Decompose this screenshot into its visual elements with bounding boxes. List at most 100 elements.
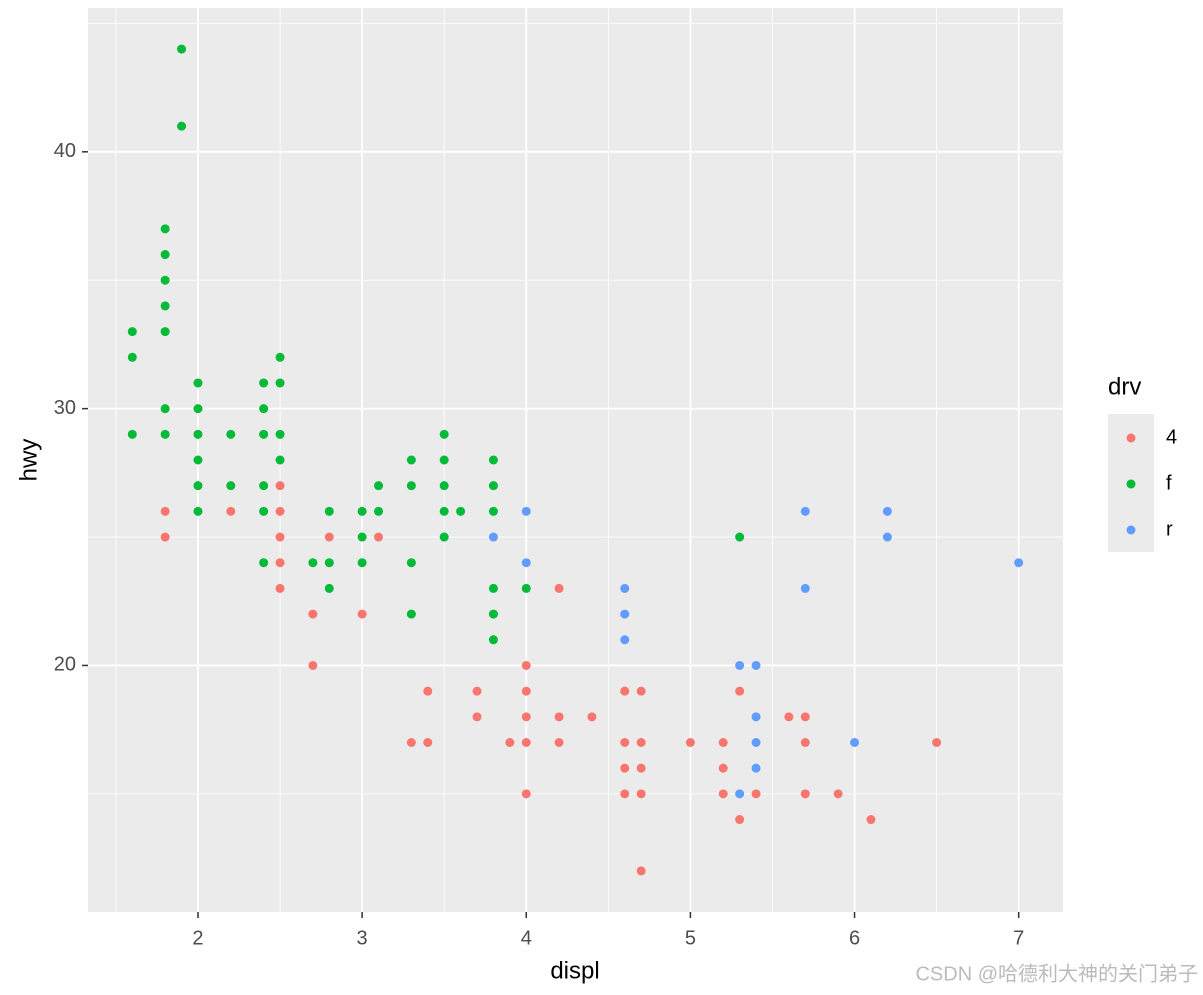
point xyxy=(735,815,745,825)
y-tick-label: 30 xyxy=(54,397,76,419)
point xyxy=(800,789,810,799)
point xyxy=(160,224,170,234)
y-tick-label: 20 xyxy=(54,654,76,676)
point xyxy=(882,506,892,516)
point xyxy=(521,738,531,747)
point xyxy=(587,712,597,722)
point xyxy=(259,558,269,568)
point xyxy=(324,558,334,568)
point xyxy=(275,532,285,542)
y-axis-title: hwy xyxy=(15,439,42,482)
point xyxy=(374,506,384,516)
point xyxy=(735,789,745,799)
point xyxy=(357,506,367,516)
point xyxy=(259,506,269,516)
point xyxy=(784,712,794,722)
point xyxy=(1014,558,1024,568)
point xyxy=(160,429,170,439)
point xyxy=(636,866,646,876)
point xyxy=(193,455,203,465)
point xyxy=(308,558,318,568)
point xyxy=(226,481,236,491)
point xyxy=(259,404,269,414)
point xyxy=(636,763,646,773)
x-tick-label: 7 xyxy=(1013,927,1024,949)
point xyxy=(357,532,367,542)
point xyxy=(127,429,137,439)
point xyxy=(406,455,416,465)
point xyxy=(488,481,498,491)
x-tick-label: 2 xyxy=(192,927,203,949)
legend-label: f xyxy=(1166,472,1172,494)
point xyxy=(472,686,482,696)
point xyxy=(636,789,646,799)
legend-key xyxy=(1126,433,1136,443)
point xyxy=(751,789,761,799)
point xyxy=(324,506,334,516)
point xyxy=(521,789,531,799)
point xyxy=(406,481,416,491)
point xyxy=(177,44,187,54)
point xyxy=(259,378,269,388)
legend-label: r xyxy=(1166,518,1173,540)
point xyxy=(160,532,170,542)
point xyxy=(554,738,564,747)
point xyxy=(275,558,285,568)
point xyxy=(439,532,449,542)
legend-title: drv xyxy=(1108,373,1141,400)
x-tick-label: 3 xyxy=(357,927,368,949)
point xyxy=(308,609,318,619)
legend-key xyxy=(1126,479,1136,489)
point xyxy=(685,738,695,747)
point xyxy=(521,712,531,722)
point xyxy=(521,506,531,516)
point xyxy=(275,429,285,439)
point xyxy=(620,583,630,593)
point xyxy=(718,789,728,799)
point xyxy=(423,738,433,747)
watermark: CSDN @哈德利大神的关门弟子 xyxy=(915,962,1198,985)
point xyxy=(160,506,170,516)
point xyxy=(406,558,416,568)
x-tick-label: 6 xyxy=(849,927,860,949)
point xyxy=(833,789,843,799)
point xyxy=(554,712,564,722)
point xyxy=(620,609,630,619)
point xyxy=(751,712,761,722)
point xyxy=(193,404,203,414)
point xyxy=(357,609,367,619)
point xyxy=(636,738,646,747)
point xyxy=(374,532,384,542)
point xyxy=(259,481,269,491)
y-tick-label: 40 xyxy=(54,140,76,162)
point xyxy=(456,506,466,516)
point xyxy=(554,583,564,593)
point xyxy=(357,558,367,568)
point xyxy=(751,763,761,773)
point xyxy=(521,686,531,696)
point xyxy=(324,583,334,593)
point xyxy=(521,660,531,670)
point xyxy=(439,429,449,439)
point xyxy=(932,738,942,747)
point xyxy=(439,455,449,465)
point xyxy=(160,301,170,311)
point xyxy=(751,738,761,747)
point xyxy=(275,583,285,593)
point xyxy=(275,506,285,516)
point xyxy=(127,352,137,362)
point xyxy=(505,738,515,747)
point xyxy=(439,506,449,516)
point xyxy=(735,660,745,670)
point xyxy=(226,506,236,516)
point xyxy=(620,738,630,747)
point xyxy=(259,429,269,439)
point xyxy=(308,660,318,670)
point xyxy=(127,327,137,337)
point xyxy=(850,738,860,747)
point xyxy=(735,532,745,542)
point xyxy=(275,455,285,465)
point xyxy=(472,712,482,722)
point xyxy=(718,738,728,747)
legend-label: 4 xyxy=(1166,426,1177,448)
